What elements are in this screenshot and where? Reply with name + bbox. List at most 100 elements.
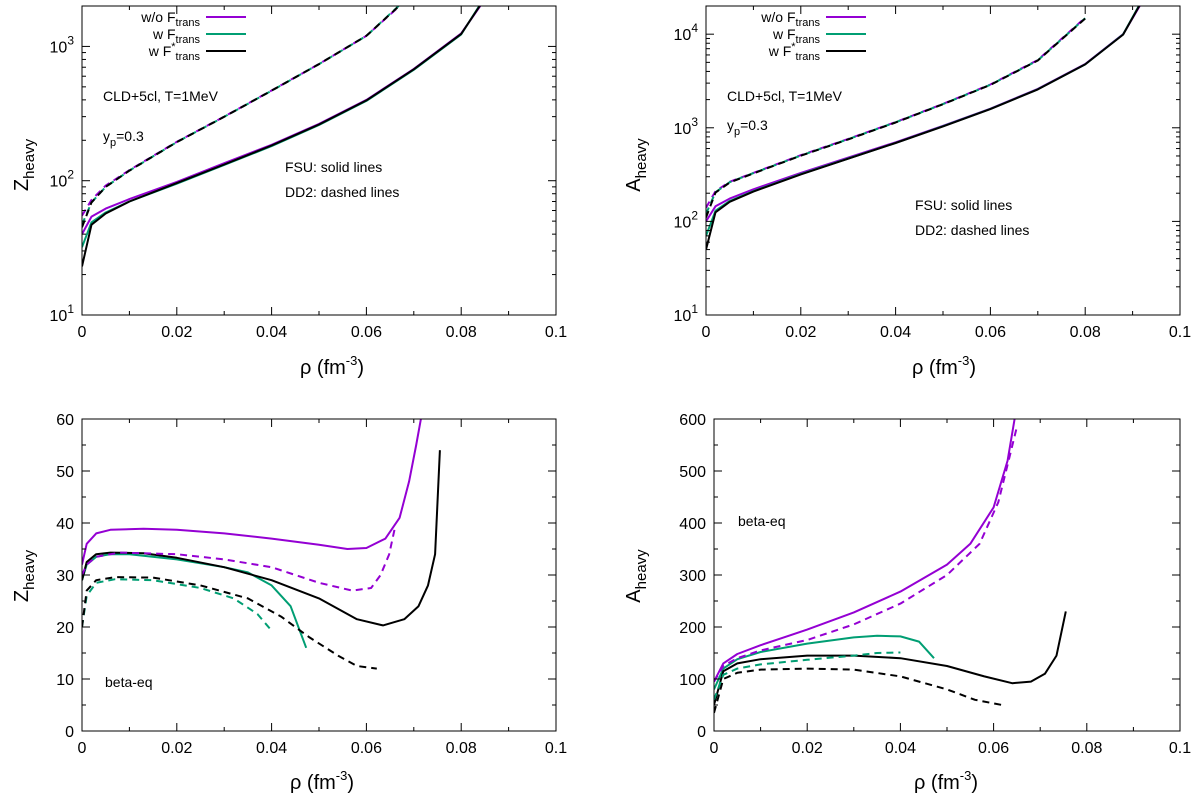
legend-label-wo: w/o Ftrans xyxy=(140,9,200,29)
y-tick-label: 103 xyxy=(674,115,699,138)
y-tick-label: 102 xyxy=(674,208,699,231)
series-line-bottom-right-dd2-green xyxy=(714,651,901,701)
y-tick-label: 102 xyxy=(50,168,75,191)
annotation-dd2-top-right: DD2: dashed lines xyxy=(915,222,1029,238)
x-tick-label: 0.1 xyxy=(1169,740,1191,757)
x-tick-label: 0.08 xyxy=(1071,740,1102,757)
series-line-top-right-fsu-purple xyxy=(706,6,1141,222)
y-tick-label: 10 xyxy=(56,672,74,689)
series-line-bottom-left-dd2-purple xyxy=(82,527,396,592)
series-line-bottom-right-fsu-purple xyxy=(714,419,1016,683)
x-tick-label: 0.08 xyxy=(446,740,477,757)
x-tick-label: 0.06 xyxy=(975,324,1006,341)
x-tick-label: 0 xyxy=(702,324,711,341)
panel-bottom-left: 0 0.02 0.04 0.06 0.08 0.1 0 10 20 30 40 50 60 ρ (fm-… xyxy=(11,412,567,794)
y-tick-label: 101 xyxy=(674,302,699,325)
series-line-bottom-left-fsu-green xyxy=(82,553,308,649)
x-tick-label: 0.04 xyxy=(880,324,911,341)
series-line-bottom-left-dd2-black xyxy=(82,576,377,670)
y-tick-label: 500 xyxy=(679,464,706,481)
plot-frame-bottom-right xyxy=(713,418,1181,732)
annotation-beta-eq-bottom-left: beta-eq xyxy=(105,674,152,690)
annotation-fsu-top-right: FSU: solid lines xyxy=(915,197,1012,213)
annotation-model-top-left: CLD+5cl, T=1MeV xyxy=(103,88,219,104)
series-line-bottom-right-fsu-black xyxy=(714,611,1067,706)
y-tick-label: 300 xyxy=(679,568,706,585)
y-tick-label: 103 xyxy=(50,33,75,56)
y-tick-label: 100 xyxy=(679,672,706,689)
series-line-bottom-left-fsu-black xyxy=(82,450,441,627)
panel-bottom-right: 0 0.02 0.04 0.06 0.08 0.10100200300400500600 … xyxy=(623,412,1191,794)
y-axis-title-top-left: Zheavy xyxy=(11,138,38,191)
y-tick-label: 200 xyxy=(679,620,706,637)
y-tick-label: 40 xyxy=(56,516,74,533)
series-line-top-right-dd2-purple xyxy=(706,16,1086,209)
annotation-beta-eq-bottom-right: beta-eq xyxy=(738,513,785,529)
series-line-top-left-fsu-purple xyxy=(82,6,482,235)
x-tick-label: 0.1 xyxy=(545,740,567,757)
x-tick-label: 0.02 xyxy=(161,324,192,341)
plot-area-top-left xyxy=(82,6,482,267)
x-tick-label: 0.08 xyxy=(1070,324,1101,341)
y-tick-label: 0 xyxy=(697,724,706,741)
plot-frame-bottom-left xyxy=(81,418,557,732)
series-line-bottom-right-fsu-green xyxy=(714,634,935,690)
series-line-top-left-fsu-green xyxy=(82,6,481,248)
annotation-yp-top-right: yp=0.3 xyxy=(727,117,768,138)
x-tick-label: 0.06 xyxy=(351,740,382,757)
series-line-bottom-left-dd2-green xyxy=(82,578,272,631)
legend-label-w: w Ftrans xyxy=(152,26,201,46)
legend-label-ws: w F*trans xyxy=(148,41,201,63)
series-line-top-left-fsu-black xyxy=(82,6,481,267)
y-axis-title-bottom-left: Zheavy xyxy=(11,549,38,602)
x-tick-label: 0.06 xyxy=(978,740,1009,757)
y-tick-label: 50 xyxy=(56,464,74,481)
annotation-yp-top-left: yp=0.3 xyxy=(103,128,144,149)
plot-area-top-right xyxy=(706,6,1141,250)
x-tick-label: 0.04 xyxy=(885,740,916,757)
x-tick-label: 0.04 xyxy=(256,324,287,341)
x-axis-title-bottom-right: ρ (fm-3) xyxy=(914,768,978,794)
x-axis-title-bottom-left: ρ (fm-3) xyxy=(290,768,354,794)
series-line-top-left-dd2-black xyxy=(82,6,400,228)
y-axis-title-top-right: Aheavy xyxy=(623,138,650,192)
legend-label-w: w Ftrans xyxy=(772,26,821,46)
series-group-bottom-right xyxy=(714,419,1067,714)
panel-top-left: 0 0.02 0.04 0.06 0.08 0.1 101 102 103 ρ (fm-3) Z… xyxy=(11,5,567,379)
y-tick-label: 60 xyxy=(56,412,74,429)
axes-top-left: 0 0.02 0.04 0.06 0.08 0.1 101 102 103 xyxy=(50,5,567,341)
plot-area-bottom-left xyxy=(82,419,441,670)
y-tick-label: 104 xyxy=(674,21,699,44)
annotation-model-top-right: CLD+5cl, T=1MeV xyxy=(727,88,843,104)
panel-top-right: 0 0.02 0.04 0.06 0.08 0.1 101 102 103 104 ρ (fm-3… xyxy=(623,5,1191,379)
y-axis-title-bottom-right: Aheavy xyxy=(623,549,650,603)
axes-bottom-right: 0 0.02 0.04 0.06 0.08 0.1 0 100 200 300 400 500 600 xyxy=(679,412,1191,757)
y-tick-label: 0 xyxy=(65,724,74,741)
y-tick-label: 20 xyxy=(56,620,74,637)
series-line-bottom-right-dd2-black xyxy=(714,667,1003,714)
x-axis-title-top-right: ρ (fm-3) xyxy=(912,353,976,379)
x-tick-label: 0.08 xyxy=(446,324,477,341)
x-axis-title-top-left: ρ (fm-3) xyxy=(300,353,364,379)
annotation-fsu-top-left: FSU: solid lines xyxy=(285,159,382,175)
x-tick-label: 0.1 xyxy=(545,324,567,341)
series-line-bottom-right-dd2-purple xyxy=(714,426,1018,683)
x-tick-label: 0 xyxy=(78,740,87,757)
series-line-top-right-fsu-black xyxy=(706,6,1141,250)
legend-label-ws: w F*trans xyxy=(768,41,821,63)
series-group-top-right xyxy=(706,6,1141,250)
legend-label-wo: w/o Ftrans xyxy=(760,9,820,29)
series-line-top-right-dd2-black xyxy=(706,17,1086,218)
x-tick-label: 0.02 xyxy=(792,740,823,757)
axes-top-right: 0 0.02 0.04 0.06 0.08 0.1 101 102 103 104 xyxy=(674,5,1191,341)
axes-bottom-left: 0 0.02 0.04 0.06 0.08 0.1 0 10 20 30 40 50 60 xyxy=(56,412,567,757)
series-line-bottom-left-fsu-purple xyxy=(82,419,422,565)
y-tick-label: 30 xyxy=(56,568,74,585)
series-group-top-left xyxy=(82,6,482,267)
y-tick-label: 101 xyxy=(50,302,75,325)
x-tick-label: 0.06 xyxy=(351,324,382,341)
x-tick-label: 0.02 xyxy=(785,324,816,341)
